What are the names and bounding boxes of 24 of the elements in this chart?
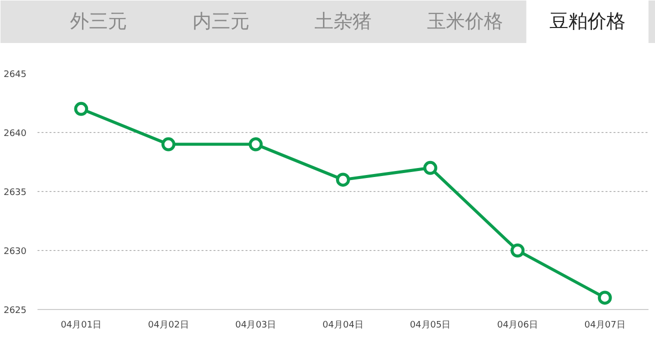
x-tick-label: 04月06日 (497, 320, 538, 330)
x-tick-label: 04月07日 (584, 320, 626, 330)
x-tick-label: 04月04日 (322, 320, 364, 330)
point (161, 137, 176, 152)
y-tick-label: 2635 (4, 188, 26, 198)
y-tick-label: 2630 (4, 247, 27, 257)
point (74, 102, 88, 116)
y-tick-label: 2645 (4, 70, 26, 80)
point (248, 137, 263, 152)
x-tick-label: 04月05日 (410, 320, 451, 330)
y-tick-label: 2640 (4, 129, 27, 139)
point (336, 172, 350, 187)
text: 玉米价格 (427, 12, 504, 32)
point (510, 244, 525, 258)
y-tick-label: 2625 (4, 306, 26, 316)
chart-title: 豆粕价格 (549, 12, 626, 32)
text: 土杂猪 (314, 12, 372, 32)
x-tick-label: 04月02日 (148, 320, 189, 330)
point (598, 290, 612, 305)
text: 外三元 (70, 12, 128, 32)
x-tick-label: 04月03日 (235, 320, 276, 330)
x-tick-label: 04月01日 (60, 320, 102, 330)
text: 内三元 (192, 12, 250, 32)
point (423, 160, 438, 175)
